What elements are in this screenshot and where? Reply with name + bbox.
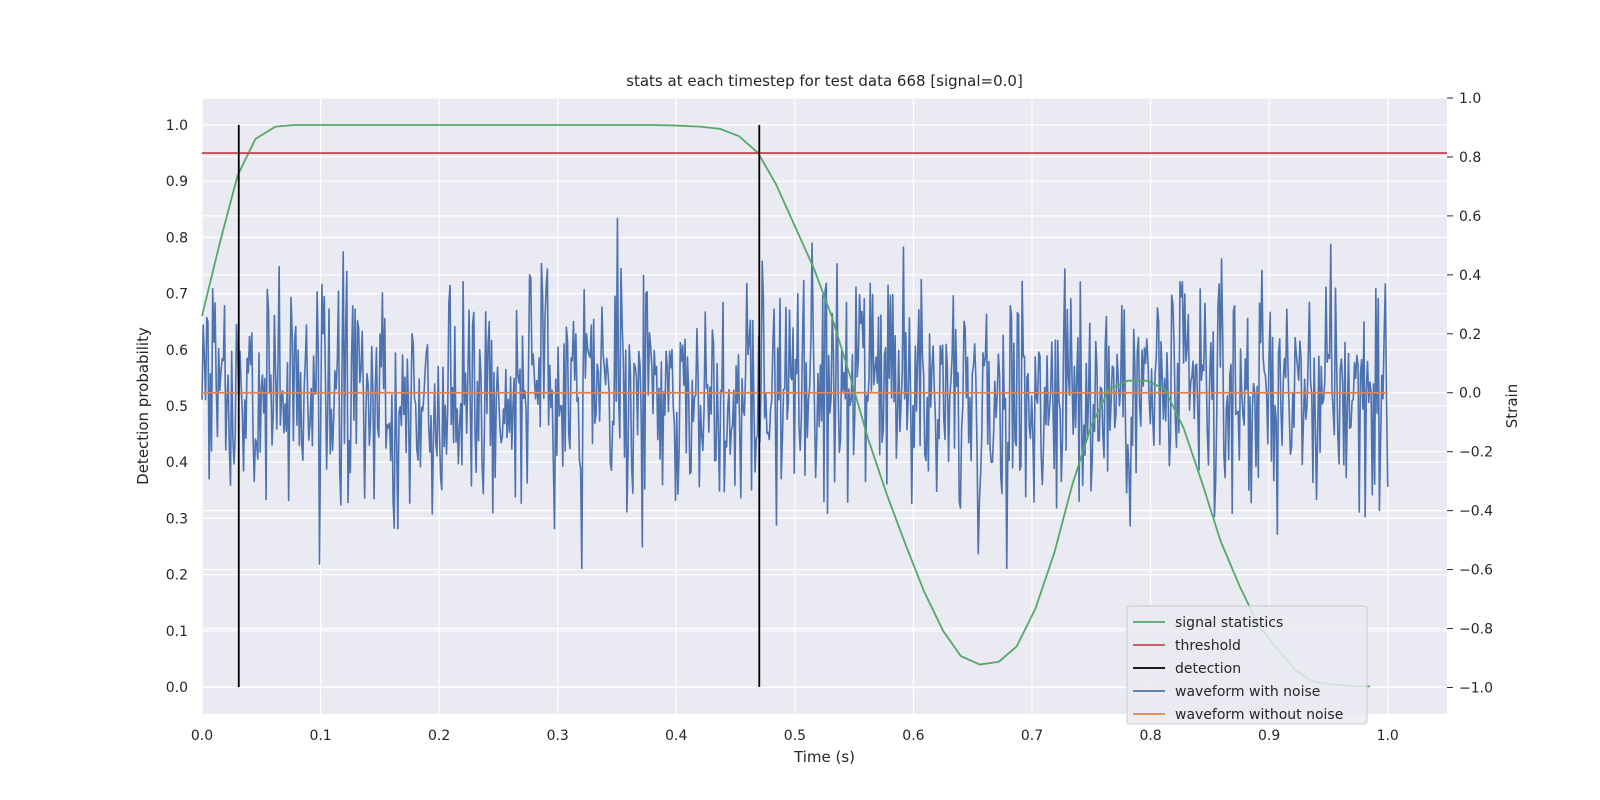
legend-label: waveform with noise [1175,684,1320,700]
chart-title: stats at each timestep for test data 668… [626,72,1023,90]
y-left-tick-label: 0.8 [166,230,188,246]
series-line-signal-statistics [201,124,1370,688]
y-right-tick-label: 0.8 [1459,150,1481,166]
y-axis-left-label: Detection probability [134,327,152,485]
legend-label: detection [1175,661,1241,677]
y-left-tick-label: 0.2 [166,568,188,584]
y-right-tick-label: −1.0 [1459,680,1493,696]
legend-label: signal statistics [1175,615,1283,631]
x-axis-label: Time (s) [793,748,855,766]
legend-label: waveform without noise [1175,707,1343,723]
y-left-tick-label: 0.3 [166,511,188,527]
series-line-waveform-with-noise [201,217,1389,570]
x-tick-label: 0.5 [784,728,806,744]
y-left-tick-label: 1.0 [166,118,188,134]
x-tick-label: 0.2 [428,728,450,744]
x-tick-label: 0.6 [902,728,924,744]
y-right-tick-label: −0.8 [1459,622,1493,638]
y-left-tick-label: 0.1 [166,624,188,640]
y-right-tick-label: −0.6 [1459,563,1493,579]
y-axis-right-label: Strain [1503,384,1521,428]
series-layer [201,124,1447,688]
y-right-tick-label: 0.2 [1459,327,1481,343]
x-tick-label: 1.0 [1377,728,1399,744]
y-right-tick-label: 1.0 [1459,91,1481,107]
y-left-tick-label: 0.4 [166,455,188,471]
x-tick-label: 0.0 [191,728,213,744]
legend-label: threshold [1175,638,1241,654]
y-left-tick-label: 0.6 [166,343,188,359]
y-right-tick-label: 0.4 [1459,268,1481,284]
y-right-tick-label: 0.6 [1459,209,1481,225]
x-tick-label: 0.3 [547,728,569,744]
y-right-tick-label: −0.2 [1459,445,1493,461]
legend-box [1126,605,1368,725]
x-tick-label: 0.7 [1021,728,1043,744]
x-tick-label: 0.4 [665,728,687,744]
y-right-tick-label: −0.4 [1459,504,1493,520]
y-left-tick-label: 0.7 [166,287,188,303]
axes: 0.0 0.1 0.2 0.3 0.4 0.5 0.6 0.7 0.8 0.9 1.0 0.0 0.1 0… [166,91,1493,744]
y-right-tick-label: 0.0 [1459,386,1481,402]
legend: signal statistics threshold detection wavef… [1126,605,1368,725]
y-left-tick-label: 0.5 [166,399,188,415]
x-tick-label: 0.8 [1139,728,1161,744]
x-tick-label: 0.9 [1258,728,1280,744]
y-left-tick-label: 0.9 [166,174,188,190]
x-tick-label: 0.1 [309,728,331,744]
y-left-tick-label: 0.0 [166,680,188,696]
